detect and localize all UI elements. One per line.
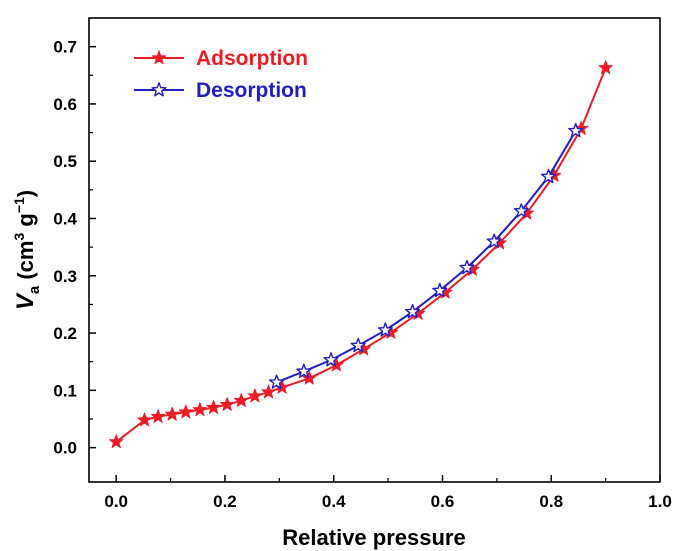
legend-desorption-marker xyxy=(151,82,167,97)
adsorption-point xyxy=(234,393,249,407)
x-tick-label: 0.4 xyxy=(322,492,346,511)
desorption-point xyxy=(377,322,393,337)
y-tick-label: 0.1 xyxy=(53,381,77,400)
y-axis: 0.0 0.1 0.2 0.3 0.4 0.5 0.6 0.7 xyxy=(53,38,96,458)
y-tick-label: 0.7 xyxy=(53,38,77,57)
legend-adsorption-star xyxy=(151,50,167,65)
desorption-point xyxy=(296,363,312,378)
series-desorption xyxy=(269,122,584,389)
x-tick-label: 1.0 xyxy=(648,492,672,511)
legend: Adsorption Desorption xyxy=(134,47,308,102)
desorption-point xyxy=(486,233,502,248)
desorption-point xyxy=(432,282,448,298)
adsorption-point xyxy=(150,409,166,423)
y-axis-unit-close: ) xyxy=(13,190,38,197)
adsorption-point xyxy=(137,412,152,427)
plot-frame xyxy=(88,17,661,483)
series-layer xyxy=(108,60,613,449)
legend-desorption-label: Desorption xyxy=(196,79,307,102)
x-tick-label: 0.6 xyxy=(431,492,455,511)
adsorption-line xyxy=(115,67,607,443)
x-tick-label: 0.8 xyxy=(539,492,563,511)
adsorption-point xyxy=(192,402,208,417)
adsorption-point xyxy=(261,384,276,399)
adsorption-point xyxy=(206,399,221,414)
desorption-point xyxy=(323,352,339,367)
x-axis: 0.0 0.2 0.4 0.6 0.8 1.0 xyxy=(104,475,672,511)
x-tick-label: 0.0 xyxy=(104,492,128,511)
desorption-point xyxy=(350,337,366,353)
desorption-point xyxy=(269,374,285,389)
adsorption-point xyxy=(178,404,194,419)
y-axis-unit-mid: g xyxy=(13,213,38,233)
y-tick-label: 0.4 xyxy=(53,209,77,228)
desorption-point xyxy=(540,168,557,184)
legend-desorption-star xyxy=(151,82,167,97)
y-tick-label: 0.3 xyxy=(53,267,77,286)
y-axis-sup-2: −1 xyxy=(11,197,27,213)
adsorption-point xyxy=(164,406,180,421)
desorption-point xyxy=(459,259,475,275)
series-adsorption xyxy=(108,60,613,449)
y-tick-label: 0.5 xyxy=(53,152,77,171)
desorption-point xyxy=(405,303,421,319)
y-tick-label: 0.6 xyxy=(53,95,77,114)
desorption-point xyxy=(568,122,584,138)
adsorption-point xyxy=(598,60,613,75)
x-axis-title: Relative pressure xyxy=(282,525,465,550)
y-axis-subscript: a xyxy=(26,285,43,294)
legend-adsorption-marker xyxy=(151,50,167,65)
desorption-line xyxy=(276,130,577,384)
y-axis-symbol: V xyxy=(12,292,39,310)
y-axis-title: Va (cm3 g−1) xyxy=(11,190,43,310)
adsorption-point xyxy=(301,370,317,385)
adsorption-point xyxy=(247,388,263,403)
x-tick-label: 0.2 xyxy=(213,492,237,511)
adsorption-point xyxy=(108,434,124,449)
y-tick-label: 0.0 xyxy=(53,439,77,458)
y-axis-unit-open: (cm xyxy=(13,241,38,286)
legend-adsorption-label: Adsorption xyxy=(196,47,308,70)
y-tick-label: 0.2 xyxy=(53,324,77,343)
desorption-point xyxy=(513,203,529,218)
y-axis-sup-1: 3 xyxy=(11,233,27,241)
adsorption-point xyxy=(219,397,235,411)
